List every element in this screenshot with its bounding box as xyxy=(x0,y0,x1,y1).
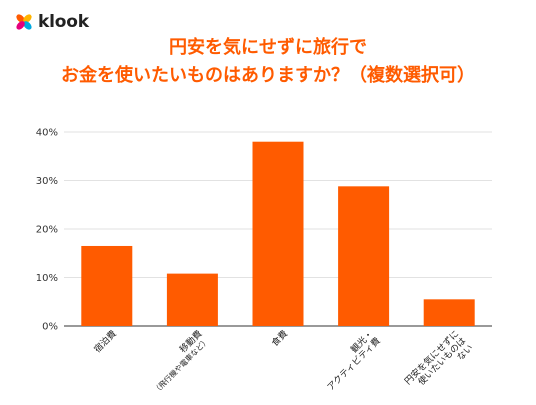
category-label-line: 宿泊費 xyxy=(91,328,119,356)
category-label-line: 食費 xyxy=(269,328,290,349)
y-tick-label: 20% xyxy=(36,225,58,236)
bar-4 xyxy=(338,186,390,326)
category-label-5: 円安を気にせずに使いたいものはない xyxy=(402,328,476,402)
bar-1 xyxy=(81,245,133,326)
chart-title-line-1: 円安を気にせずに旅行で xyxy=(169,37,367,58)
logo-petal-4 xyxy=(16,21,25,30)
klook-logo[interactable]: klook xyxy=(14,12,89,32)
brand-name: klook xyxy=(38,12,89,32)
bar-5 xyxy=(423,299,475,326)
bar-2 xyxy=(166,273,218,326)
category-label-text: 観光・アクティビティ費 xyxy=(317,328,382,393)
category-label-text: 円安を気にせずに使いたいものはない xyxy=(402,328,476,402)
logo-petal-3 xyxy=(23,21,32,30)
category-label-4: 観光・アクティビティ費 xyxy=(317,328,382,393)
category-label-2: 移動費（飛行機や電車など） xyxy=(143,328,211,396)
y-tick-label: 30% xyxy=(36,176,58,187)
category-label-text: 宿泊費 xyxy=(91,328,119,356)
y-tick-label: 10% xyxy=(36,273,58,284)
category-label-text: 食費 xyxy=(269,328,290,349)
klook-logo-icon xyxy=(16,14,32,30)
logo-petal-2 xyxy=(23,14,32,23)
category-label-text: 移動費（飛行機や電車など） xyxy=(143,328,211,396)
y-tick-label: 0% xyxy=(42,322,58,333)
y-tick-label: 40% xyxy=(36,128,58,139)
category-label-1: 宿泊費 xyxy=(91,328,119,356)
category-label-3: 食費 xyxy=(269,328,290,349)
bar-3 xyxy=(252,141,304,326)
logo-petal-1 xyxy=(16,14,25,23)
chart-title-line-2: お金を使いたいものはありますか？（複数選択可） xyxy=(61,65,475,86)
chart-title: 円安を気にせずに旅行で お金を使いたいものはありますか？（複数選択可） xyxy=(0,34,536,90)
